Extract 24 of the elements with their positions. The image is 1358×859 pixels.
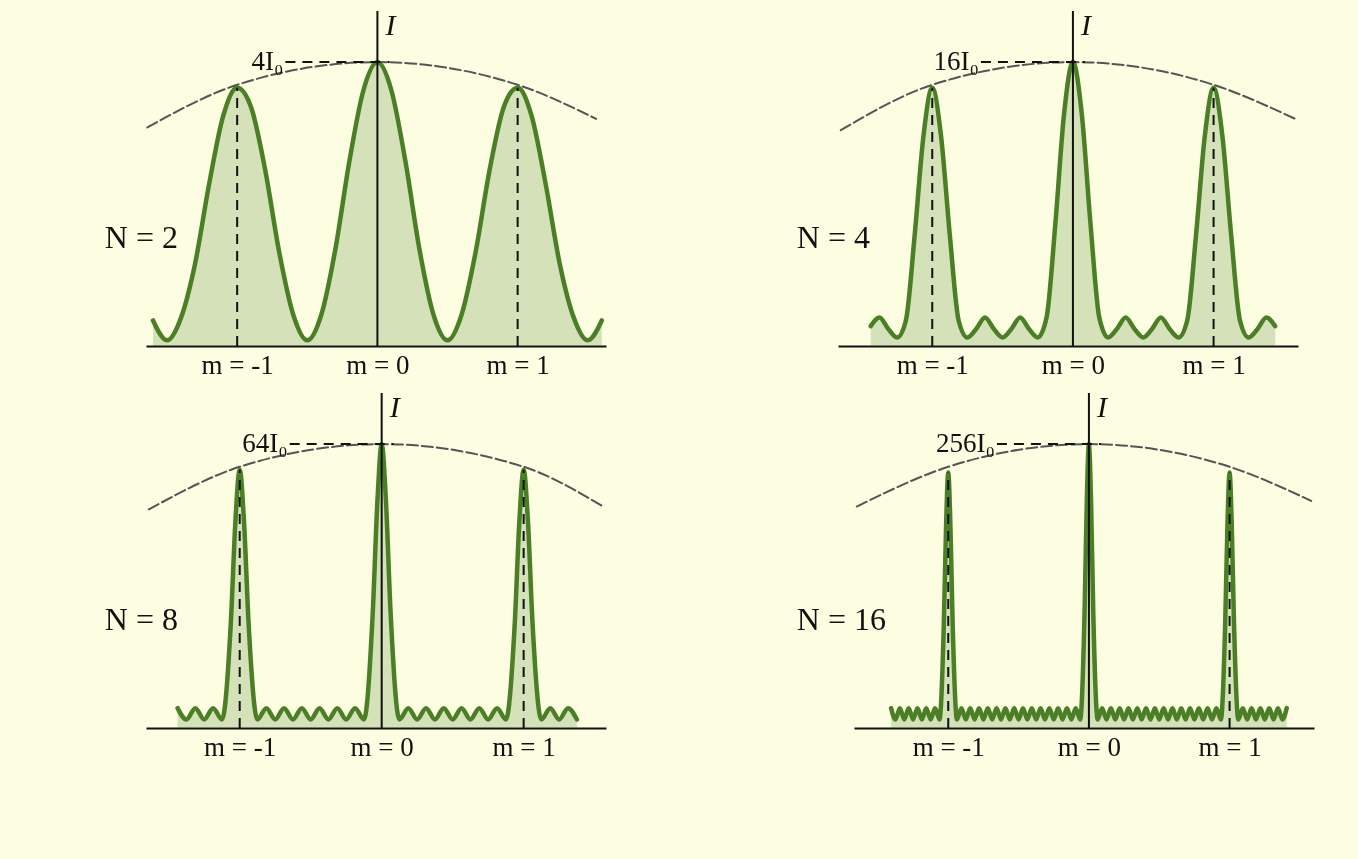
y-axis-title: I bbox=[1095, 390, 1109, 423]
y-axis-title: I bbox=[1079, 8, 1093, 41]
annotation: N = 2 bbox=[104, 219, 178, 256]
x-tick-label: m = -1 bbox=[204, 731, 277, 762]
y-axis-title: I bbox=[384, 8, 398, 41]
x-tick-label: m = 0 bbox=[1057, 731, 1122, 762]
ref-line-label: 64I₀ bbox=[242, 428, 288, 459]
x-tick-label: m = -1 bbox=[896, 349, 969, 380]
x-tick-label: m = -1 bbox=[201, 349, 274, 380]
x-tick-label: m = 1 bbox=[486, 349, 550, 380]
x-tick-label: m = 0 bbox=[350, 731, 414, 762]
x-tick-label: m = 0 bbox=[346, 349, 410, 380]
annotation: N = 8 bbox=[104, 601, 178, 638]
ref-line-label: 16I₀ bbox=[933, 46, 979, 77]
x-tick-label: m = -1 bbox=[912, 731, 985, 762]
x-tick-label: m = 0 bbox=[1041, 349, 1106, 380]
x-tick-label: m = 1 bbox=[492, 731, 556, 762]
annotation: N = 16 bbox=[796, 601, 886, 638]
x-tick-label: m = 1 bbox=[1198, 731, 1262, 762]
y-axis-title: I bbox=[388, 390, 402, 423]
ref-line-label: 4I₀ bbox=[251, 46, 284, 77]
x-tick-label: m = 1 bbox=[1182, 349, 1246, 380]
ref-line-label: 256I₀ bbox=[936, 428, 995, 459]
annotation: N = 4 bbox=[796, 219, 870, 256]
